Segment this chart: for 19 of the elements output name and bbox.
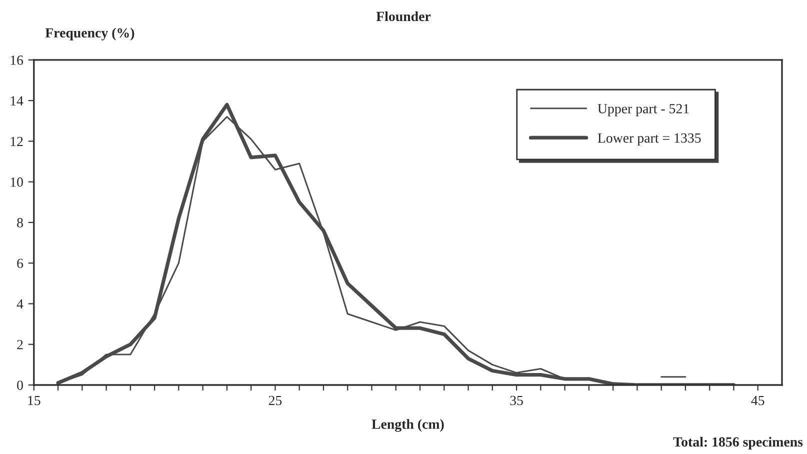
- chart-title: Flounder: [376, 11, 431, 22]
- y-tick-label: 0: [17, 380, 23, 390]
- y-tick-label: 12: [10, 136, 23, 146]
- y-tick-label: 8: [17, 218, 23, 228]
- y-tick-label: 6: [17, 258, 24, 268]
- y-tick-label: 10: [10, 177, 23, 187]
- y-tick-label: 16: [10, 56, 24, 65]
- y-axis-title: Frequency (%): [45, 28, 134, 40]
- x-tick-label: 35: [510, 396, 523, 406]
- x-axis-title: Length (cm): [372, 419, 444, 432]
- legend-label: Upper part - 521: [598, 104, 689, 116]
- legend-label: Lower part = 1335: [598, 133, 701, 146]
- text: Total: 1856 specimens: [673, 436, 803, 450]
- y-tick-label: 2: [17, 340, 23, 350]
- x-tick-label: 25: [268, 396, 282, 406]
- x-tick-label: 15: [28, 396, 40, 406]
- y-tick-label: 14: [10, 96, 24, 106]
- x-tick-label: 45: [751, 396, 764, 406]
- y-tick-label: 4: [16, 299, 24, 309]
